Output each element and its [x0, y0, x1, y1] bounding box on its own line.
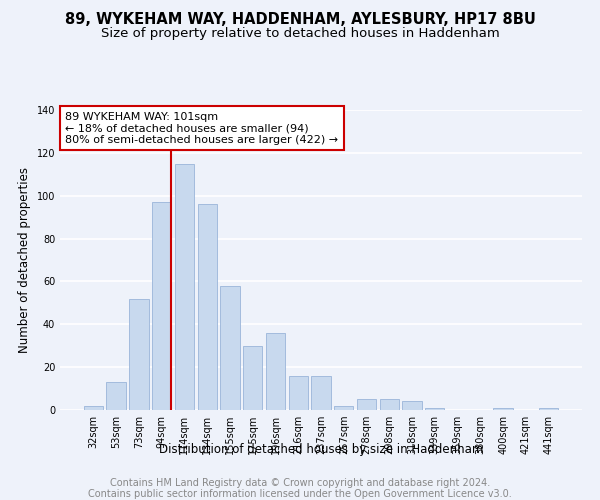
Bar: [106, 382, 126, 410]
Text: Contains public sector information licensed under the Open Government Licence v3: Contains public sector information licen…: [88, 489, 512, 499]
Text: 89 WYKEHAM WAY: 101sqm
← 18% of detached houses are smaller (94)
80% of semi-det: 89 WYKEHAM WAY: 101sqm ← 18% of detached…: [65, 112, 338, 144]
Bar: [152, 202, 172, 410]
Bar: [175, 164, 194, 410]
Text: Size of property relative to detached houses in Haddenham: Size of property relative to detached ho…: [101, 28, 499, 40]
Bar: [311, 376, 331, 410]
Bar: [425, 408, 445, 410]
Bar: [220, 286, 239, 410]
Bar: [493, 408, 513, 410]
Bar: [197, 204, 217, 410]
Bar: [289, 376, 308, 410]
Y-axis label: Number of detached properties: Number of detached properties: [18, 167, 31, 353]
Bar: [539, 408, 558, 410]
Text: Contains HM Land Registry data © Crown copyright and database right 2024.: Contains HM Land Registry data © Crown c…: [110, 478, 490, 488]
Bar: [334, 406, 353, 410]
Bar: [129, 298, 149, 410]
Bar: [266, 333, 285, 410]
Text: 89, WYKEHAM WAY, HADDENHAM, AYLESBURY, HP17 8BU: 89, WYKEHAM WAY, HADDENHAM, AYLESBURY, H…: [65, 12, 535, 28]
Bar: [84, 406, 103, 410]
Text: Distribution of detached houses by size in Haddenham: Distribution of detached houses by size …: [159, 442, 483, 456]
Bar: [403, 402, 422, 410]
Bar: [357, 400, 376, 410]
Bar: [243, 346, 262, 410]
Bar: [380, 400, 399, 410]
